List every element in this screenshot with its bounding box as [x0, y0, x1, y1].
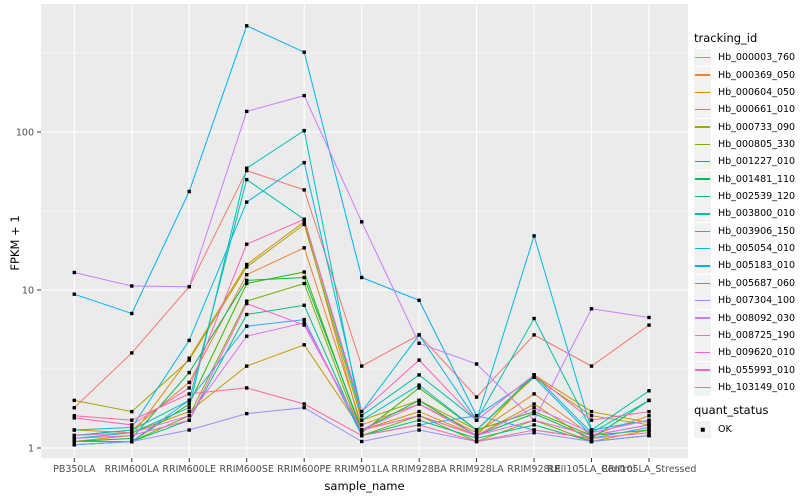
legend-item-label: Hb_000369_050	[718, 69, 796, 81]
legend-item-label: Hb_000003_760	[718, 52, 796, 64]
legend-item-label: Hb_000805_330	[718, 138, 796, 150]
black-square-point-icon	[694, 421, 711, 439]
series-line-key-icon	[694, 83, 711, 101]
y-tick-label: 1	[28, 444, 34, 455]
x-tick-label: RRIM600LE	[162, 464, 216, 475]
legend-item-label: Hb_005054_010	[718, 243, 796, 255]
plot-panel	[41, 4, 688, 458]
y-tick-label: 100	[16, 128, 34, 139]
legend-item: Hb_000604_050	[694, 83, 796, 101]
legend-item-label: Hb_009620_010	[718, 347, 796, 359]
legend-title: tracking_id	[694, 31, 758, 45]
x-tick-label: PB350LA	[53, 464, 96, 475]
data-points	[72, 24, 651, 447]
series-line-key-icon	[694, 274, 711, 292]
legend-item-ok: OK	[694, 421, 769, 439]
x-tick-label: RRIM600LA	[105, 464, 160, 475]
x-axis-title: sample_name	[324, 479, 405, 493]
series-line-key-icon	[694, 292, 711, 310]
x-tick-label: RRIM928LE	[507, 464, 561, 475]
axis-ticks	[37, 131, 650, 462]
y-axis-title: FPKM + 1	[8, 215, 22, 271]
series-line-key-icon	[694, 344, 711, 362]
series-line-key-icon	[694, 118, 711, 136]
series-line-key-icon	[694, 379, 711, 396]
legend-item-label: Hb_005687_060	[718, 277, 796, 289]
legend-item-label: Hb_002539_120	[718, 191, 796, 203]
legend-item-label: Hb_000733_090	[718, 121, 796, 133]
legend-item-label: Hb_055993_010	[718, 364, 796, 376]
legend-item: Hb_000003_760	[694, 49, 796, 67]
series-line-key-icon	[694, 361, 711, 379]
x-tick-label: RRII105LA_Stressed	[602, 464, 697, 475]
legend-item-label: Hb_000661_010	[718, 104, 796, 116]
series-line-key-icon	[694, 188, 711, 206]
quant-legend-title: quant_status	[694, 403, 769, 417]
series-line-key-icon	[694, 66, 711, 84]
legend-item: Hb_000805_330	[694, 135, 796, 153]
series-line-key-icon	[694, 222, 711, 240]
x-tick-label: RRIM928LA	[449, 464, 504, 475]
legend-item: Hb_008092_030	[694, 309, 796, 327]
legend-quant-status: quant_status OK	[694, 403, 769, 439]
series-line-key-icon	[694, 153, 711, 171]
series-line-key-icon	[694, 326, 711, 344]
y-tick-label: 10	[22, 286, 34, 297]
x-tick-label: RRIM901LA	[335, 464, 390, 475]
legend-item: Hb_001481_110	[694, 170, 796, 188]
legend-item: Hb_001227_010	[694, 153, 796, 171]
series-line-key-icon	[694, 101, 711, 119]
series-line-key-icon	[694, 49, 711, 67]
legend-item-label: Hb_003906_150	[718, 225, 796, 237]
legend-item: Hb_003800_010	[694, 205, 796, 223]
legend-item: Hb_000369_050	[694, 66, 796, 84]
legend-tracking-id: tracking_id Hb_000003_760 Hb_000369_050 Hb…	[694, 31, 795, 396]
legend-item: Hb_007304_100	[694, 292, 796, 310]
legend-item-label: Hb_005183_010	[718, 260, 796, 272]
legend-item: Hb_008725_190	[694, 326, 796, 344]
series-line-key-icon	[694, 135, 711, 153]
legend-item: Hb_005687_060	[694, 274, 796, 292]
legend-item-label: Hb_000604_050	[718, 86, 796, 98]
legend-item: Hb_103149_010	[694, 379, 795, 396]
tick-labels: PB350LA RRIM600LA RRIM600LE RRIM600SE RRIM60…	[16, 128, 697, 476]
series-line-key-icon	[694, 240, 711, 258]
legend-item-list: Hb_000003_760 Hb_000369_050 Hb_000604_050 H…	[694, 49, 795, 396]
legend-item: Hb_055993_010	[694, 361, 796, 379]
legend-item: Hb_005183_010	[694, 257, 796, 275]
legend-item: Hb_000661_010	[694, 101, 796, 119]
x-tick-label: RRIM600PE	[277, 464, 331, 475]
legend-item: Hb_002539_120	[694, 188, 796, 206]
gridlines	[41, 4, 688, 458]
legend-item-label: Hb_008092_030	[718, 312, 796, 324]
legend-item-label: Hb_008725_190	[718, 329, 796, 341]
legend-item-label: Hb_001481_110	[718, 173, 796, 185]
series-line-key-icon	[694, 309, 711, 327]
legend-item: Hb_005054_010	[694, 240, 796, 258]
legend-item-label: Hb_007304_100	[718, 295, 796, 307]
quant-status-label: OK	[718, 424, 732, 436]
legend-item: Hb_009620_010	[694, 344, 796, 362]
legend-item-label: Hb_103149_010	[718, 382, 796, 393]
x-tick-label: RRIM928BA	[391, 464, 447, 475]
series-line-key-icon	[694, 257, 711, 275]
series-line-key-icon	[694, 170, 711, 188]
x-tick-label: RRIM600SE	[220, 464, 274, 475]
legend-item: Hb_000733_090	[694, 118, 796, 136]
legend-item-label: Hb_003800_010	[718, 208, 796, 220]
x-tick-label: RRII105LA_Control	[547, 464, 635, 475]
legend-item: Hb_003906_150	[694, 222, 796, 240]
series-line-key-icon	[694, 205, 711, 223]
legend-item-label: Hb_001227_010	[718, 156, 796, 168]
